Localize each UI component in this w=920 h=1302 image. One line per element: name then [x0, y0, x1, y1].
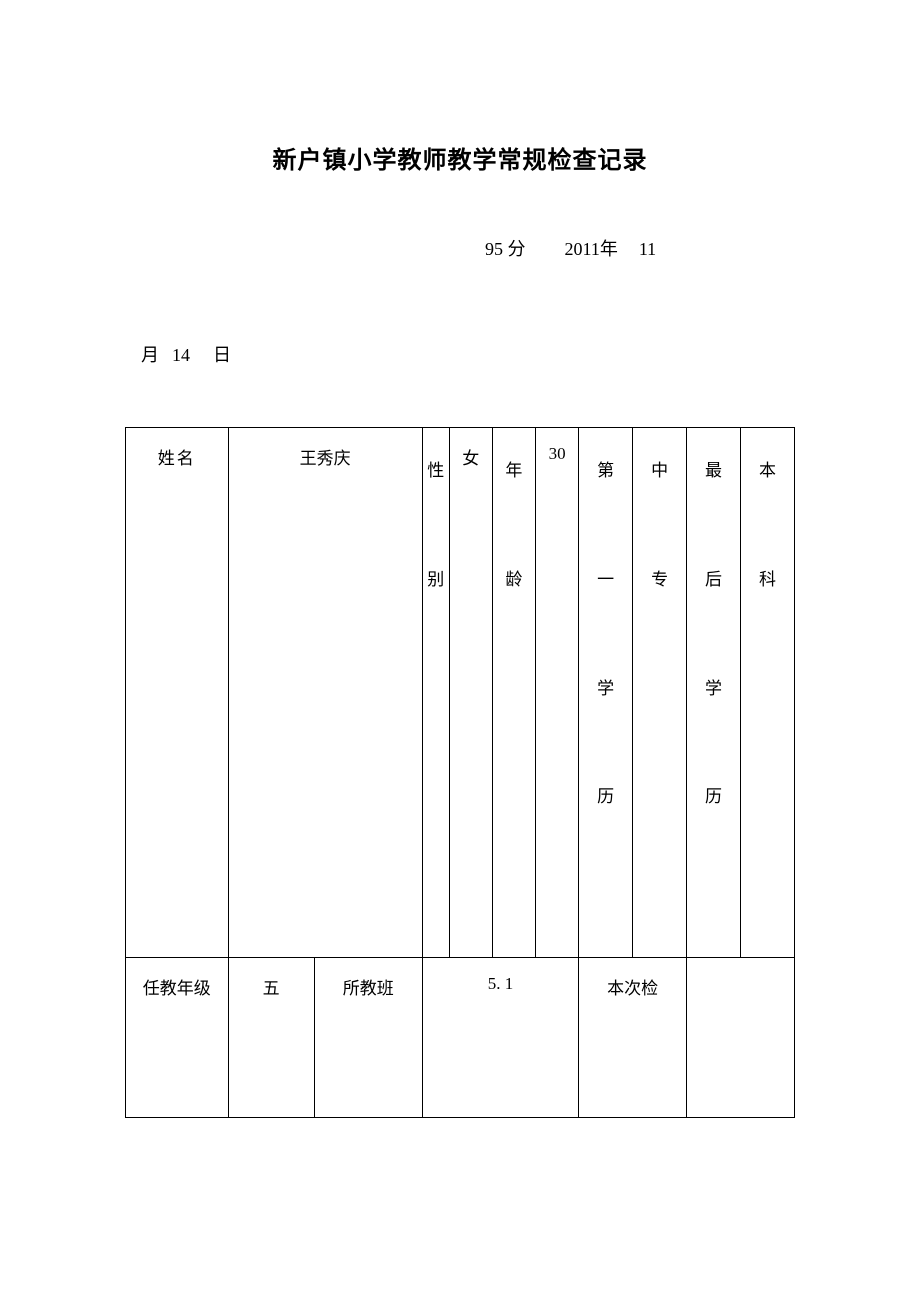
month-value: 11	[639, 239, 656, 259]
gender-label: 性别	[422, 428, 449, 958]
teach-class-value: 5. 1	[422, 958, 578, 1118]
year-text: 2011年	[565, 239, 618, 259]
age-value: 30	[536, 428, 579, 958]
last-edu-label: 最后学历	[687, 428, 741, 958]
month-unit: 月	[141, 345, 159, 365]
teach-grade-value: 五	[228, 958, 314, 1118]
name-value: 王秀庆	[228, 428, 422, 958]
gender-value: 女	[449, 428, 492, 958]
subheader-line2: 月 14 日	[125, 341, 795, 367]
teach-class-label: 所教班	[314, 958, 422, 1118]
score-text: 95 分	[485, 239, 526, 259]
day-unit: 日	[213, 345, 231, 365]
table-row: 姓名 王秀庆 性别 女 年龄 30 第一学历 中专 最后学历 本科	[126, 428, 795, 958]
check-label: 本次检	[579, 958, 687, 1118]
record-table: 姓名 王秀庆 性别 女 年龄 30 第一学历 中专 最后学历 本科 任教年级 五…	[125, 427, 795, 1118]
table-row: 任教年级 五 所教班 5. 1 本次检	[126, 958, 795, 1118]
subheader-line1: 95 分 2011年 11	[125, 235, 795, 261]
name-label: 姓名	[126, 428, 229, 958]
check-value	[687, 958, 795, 1118]
first-edu-label: 第一学历	[579, 428, 633, 958]
day-value: 14	[172, 345, 190, 365]
first-edu-value: 中专	[633, 428, 687, 958]
subheader-block: 95 分 2011年 11 月 14 日	[125, 235, 795, 367]
document-title: 新户镇小学教师教学常规检查记录	[125, 140, 795, 175]
teach-grade-label: 任教年级	[126, 958, 229, 1118]
age-label: 年龄	[492, 428, 535, 958]
last-edu-value: 本科	[740, 428, 794, 958]
